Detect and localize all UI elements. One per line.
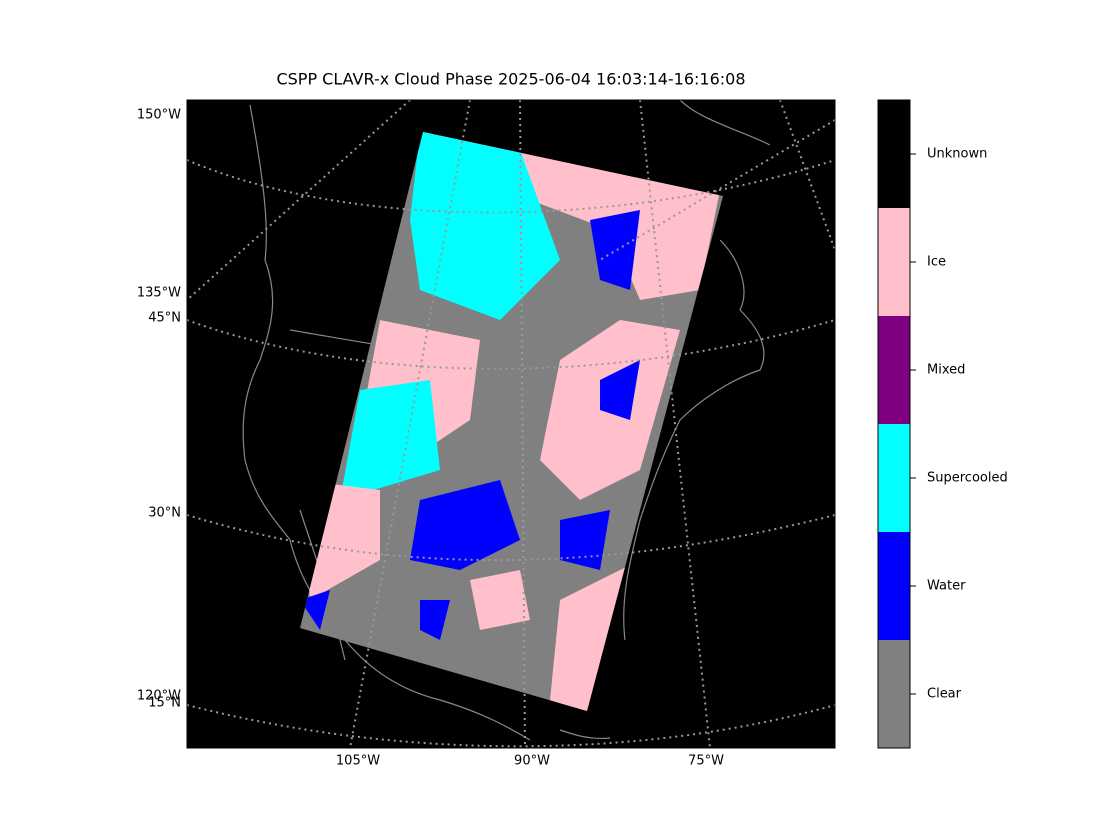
left-axis-label: 30°N bbox=[148, 506, 181, 521]
bottom-axis-label: 90°W bbox=[514, 754, 550, 769]
colorbar-segment bbox=[878, 424, 910, 532]
map-area bbox=[187, 100, 835, 748]
colorbar-segment bbox=[878, 100, 910, 208]
left-axis-label: 15°N bbox=[148, 696, 181, 711]
colorbar-label: Clear bbox=[927, 687, 962, 702]
colorbar-label: Water bbox=[927, 579, 966, 594]
left-axis-label: 120°W bbox=[137, 689, 181, 704]
left-axis-label: 45°N bbox=[148, 311, 181, 326]
bottom-axis-label: 75°W bbox=[688, 754, 724, 769]
colorbar-segment bbox=[878, 316, 910, 424]
bottom-axis-label: 105°W bbox=[336, 754, 380, 769]
colorbar-segment bbox=[878, 640, 910, 748]
colorbar-segment bbox=[878, 208, 910, 316]
cloud-phase-swath bbox=[300, 132, 723, 711]
colorbar-frame bbox=[877, 99, 911, 749]
left-axis-label: 135°W bbox=[137, 286, 181, 301]
graticule bbox=[187, 100, 835, 748]
colorbar-label: Ice bbox=[927, 255, 946, 270]
colorbar-label: Mixed bbox=[927, 363, 965, 378]
left-axis-label: 150°W bbox=[137, 108, 181, 123]
map-frame bbox=[186, 99, 836, 749]
colorbar-label: Unknown bbox=[927, 147, 987, 162]
colorbar-segment bbox=[878, 532, 910, 640]
map-title: CSPP CLAVR-x Cloud Phase 2025-06-04 16:0… bbox=[276, 70, 745, 89]
colorbar-label: Supercooled bbox=[927, 471, 1008, 486]
